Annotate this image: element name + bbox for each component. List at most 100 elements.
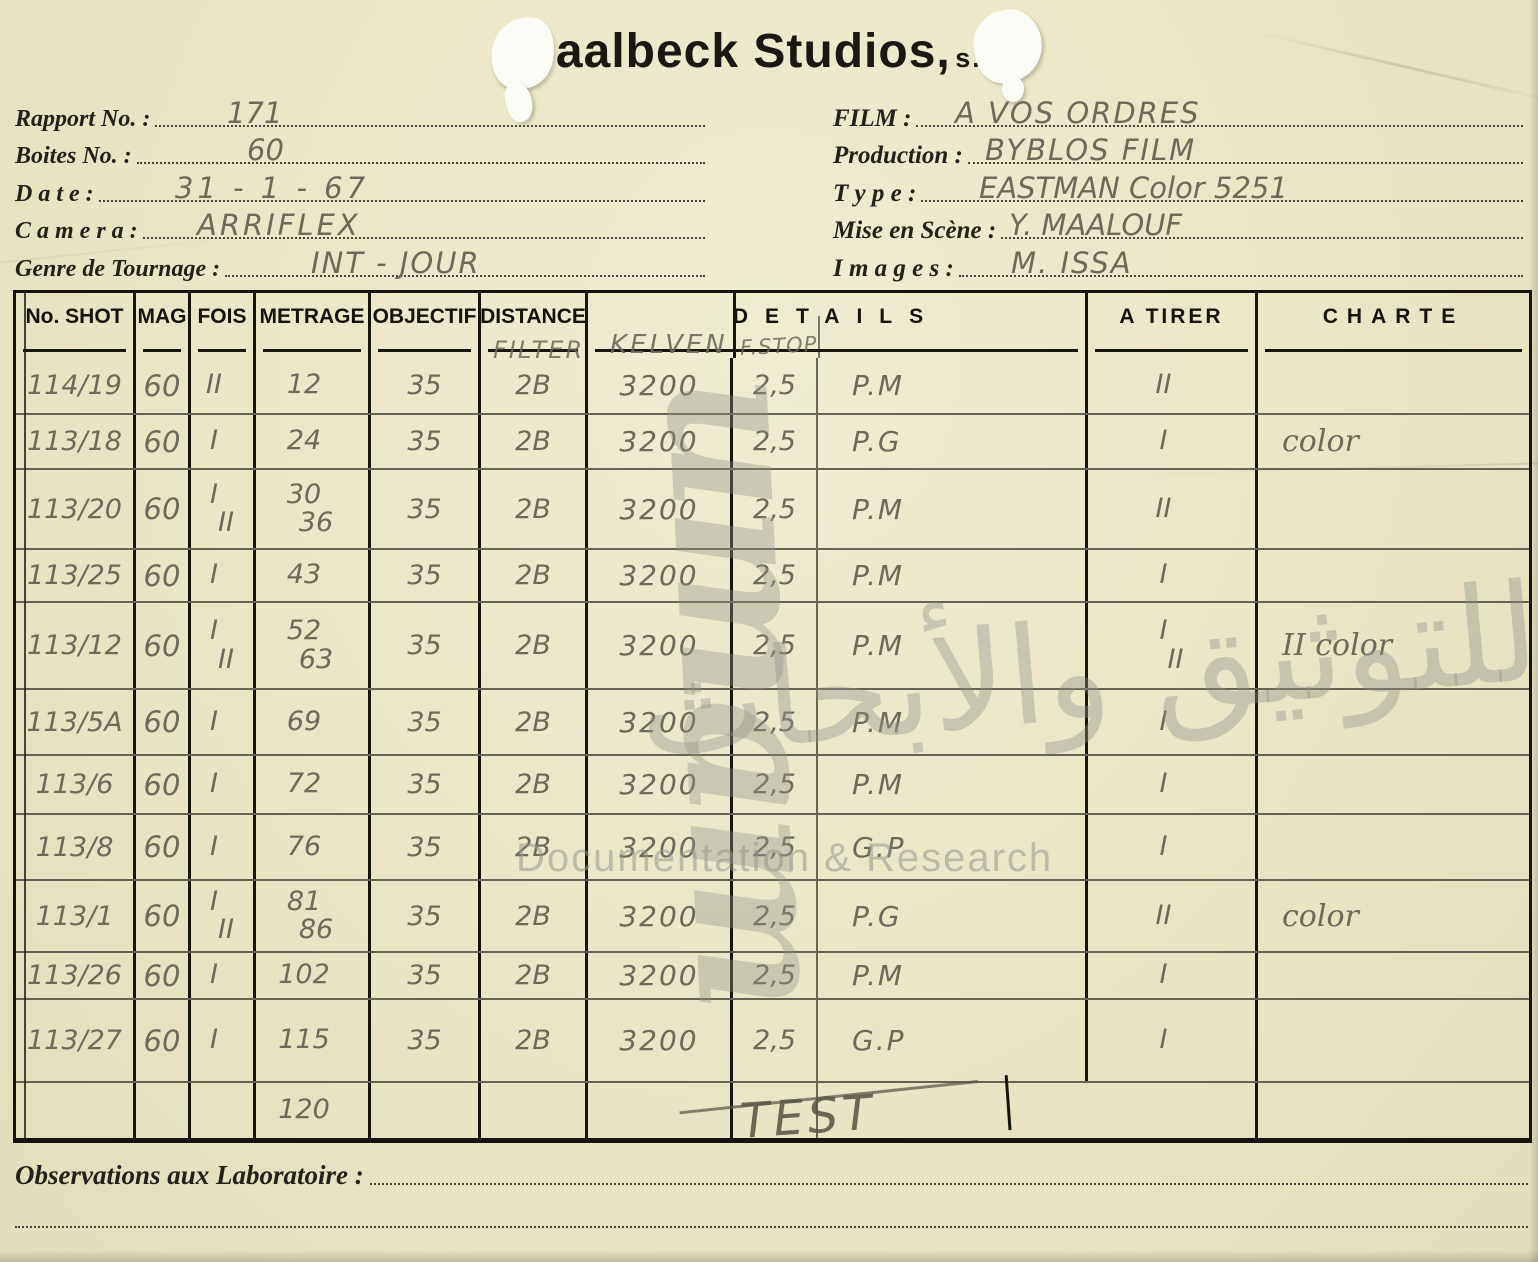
header-fields-right: FILM : A VOS ORDRES Production : BYBLOS …: [833, 96, 1525, 284]
cell-a-tirer: I II: [1088, 603, 1258, 688]
field-film: FILM : A VOS ORDRES: [833, 96, 1525, 134]
paper-edge-bottom: [0, 1250, 1538, 1262]
cell-fois: I: [191, 815, 256, 879]
header-details: DETAILS KELVEN F.STOP: [588, 293, 1088, 361]
field-label: Genre de Tournage :: [15, 255, 221, 282]
cell-metrage: 30 36: [256, 470, 371, 548]
cell-mag: 60: [136, 1000, 191, 1081]
cell-objectif: 35: [371, 550, 481, 601]
cell-distance: 2B: [481, 815, 588, 879]
cell-metrage: 115: [256, 1000, 371, 1081]
cell-objectif: [371, 1083, 481, 1138]
header-label: No. SHOT: [25, 305, 124, 328]
cell-shot: 113/12: [16, 603, 136, 688]
dotted-line: [921, 199, 1523, 202]
cell-shot: 113/5A: [16, 690, 136, 754]
field-label: Production :: [833, 142, 963, 170]
cell-a-tirer: II: [1088, 358, 1258, 413]
header-fields-left: Rapport No. : 171 Boites No. : 60 D a t …: [15, 96, 707, 284]
cell-fois: I II: [191, 603, 256, 688]
field-boites-no: Boites No. : 60: [15, 133, 707, 172]
cell-distance: 2B: [481, 756, 588, 813]
handwritten-fstop-label: F.STOP: [739, 331, 818, 361]
header-distance: DISTANCE FILTER: [480, 293, 588, 364]
cell-mag: 60: [136, 358, 191, 413]
field-value: INT - JOUR: [311, 245, 481, 280]
cell-a-tirer: I: [1088, 550, 1258, 601]
cell-metrage: 52 63: [256, 603, 371, 688]
field-value: ARRIFLEX: [197, 208, 361, 243]
cell-kelven: 3200: [588, 603, 733, 688]
cell-fstop: 2,5: [733, 550, 818, 601]
cell-distance: 2B: [481, 415, 588, 468]
cell-mag: 60: [136, 953, 191, 998]
cell-objectif: 35: [371, 415, 481, 468]
cell-metrage: 81 86: [256, 881, 371, 951]
dotted-line: [1001, 237, 1523, 240]
cell-details: P.M: [818, 470, 1088, 548]
cell-details: P.M: [818, 756, 1088, 813]
header-a-tirer: A TIRER: [1088, 293, 1258, 358]
header-objectif: OBJECTIF: [371, 293, 481, 358]
cell-fstop: 2,5: [733, 603, 818, 688]
cell-fois: I II: [191, 470, 256, 548]
cell-mag: [136, 1083, 191, 1138]
cell-kelven: 3200: [588, 953, 733, 998]
header-label: METRAGE: [259, 305, 365, 328]
cell-objectif: 35: [371, 815, 481, 879]
cell-a-tirer: I: [1088, 690, 1258, 754]
cell-charte: [1258, 690, 1529, 754]
cell-charte: [1258, 470, 1529, 548]
table-header-row: No. SHOT MAG FOIS METRAGE OBJECTIF DISTA…: [16, 293, 1529, 364]
cell-distance: 2B: [481, 690, 588, 754]
field-label: Rapport No. :: [15, 105, 151, 132]
field-production: Production : BYBLOS FILM: [833, 133, 1525, 172]
field-date: D a t e : 31 - 1 - 67: [15, 171, 707, 209]
header-no-shot: No. SHOT: [16, 293, 136, 358]
cell-mag: 60: [136, 415, 191, 468]
field-value: EASTMAN Color 5251: [979, 170, 1288, 205]
cell-fois: I II: [191, 881, 256, 951]
cell-fois: I: [191, 415, 256, 468]
field-genre-tournage: Genre de Tournage : INT - JOUR: [15, 246, 707, 284]
cell-mag: 60: [136, 550, 191, 601]
cell-objectif: 35: [371, 1000, 481, 1081]
header-label: MAG: [137, 305, 187, 328]
cell-charte: [1258, 550, 1529, 601]
header-label: DISTANCE: [480, 305, 586, 328]
cell-charte: [1258, 953, 1529, 998]
cell-objectif: 35: [371, 756, 481, 813]
cell-fois: II: [191, 358, 256, 413]
cell-distance: 2B: [481, 550, 588, 601]
dotted-line: [916, 124, 1523, 127]
cell-mag: 60: [136, 603, 191, 688]
studio-name: Baalbeck Studios,: [520, 25, 951, 78]
field-value: M. ISSA: [1011, 245, 1133, 280]
field-images: I m a g e s : M. ISSA: [833, 246, 1525, 284]
table-row: 113/18 60 I 24 35 2B 3200 2,5 P.G I colo…: [16, 415, 1529, 470]
cell-details: P.M: [818, 358, 1088, 413]
cell-kelven: 3200: [588, 1000, 733, 1081]
dotted-line: [15, 1226, 1528, 1228]
shot-table: No. SHOT MAG FOIS METRAGE OBJECTIF DISTA…: [13, 290, 1532, 1149]
cell-kelven: 3200: [588, 756, 733, 813]
cell-fois: I: [191, 756, 256, 813]
cell-fstop: 2,5: [733, 358, 818, 413]
dotted-line: [225, 274, 705, 277]
cell-distance: 2B: [481, 358, 588, 413]
pencil-column-rule: [818, 316, 820, 358]
cell-distance: [481, 1083, 588, 1138]
cell-objectif: 35: [371, 953, 481, 998]
cell-fois: I: [191, 953, 256, 998]
cell-shot: 113/27: [16, 1000, 136, 1081]
cell-shot: 113/1: [16, 881, 136, 951]
cell-distance: 2B: [481, 470, 588, 548]
cell-objectif: 35: [371, 358, 481, 413]
cell-charte: color: [1282, 424, 1359, 459]
dotted-line: [369, 1183, 1528, 1185]
cell-charte: color: [1282, 898, 1359, 934]
cell-shot: [16, 1083, 136, 1138]
header-label: FOIS: [197, 305, 247, 328]
